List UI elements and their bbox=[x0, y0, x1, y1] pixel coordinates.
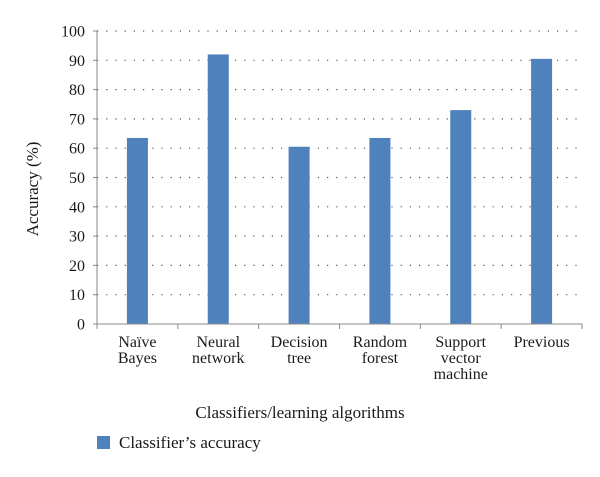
bar bbox=[369, 137, 391, 324]
bar bbox=[531, 58, 553, 325]
y-tick-labels: 0 10 20 30 40 50 60 70 80 90 100 bbox=[61, 24, 97, 334]
y-tick-label: 50 bbox=[69, 170, 85, 187]
y-tick-label: 20 bbox=[69, 258, 85, 275]
x-category-label: Decision tree bbox=[271, 334, 328, 367]
bar bbox=[450, 110, 472, 324]
y-axis-title: Accuracy (%) bbox=[23, 142, 42, 237]
legend-swatch bbox=[97, 436, 110, 449]
y-tick-label: 100 bbox=[61, 24, 85, 41]
y-tick-label: 70 bbox=[69, 111, 85, 128]
bar bbox=[207, 54, 229, 324]
y-tick-label: 90 bbox=[69, 53, 85, 70]
y-tick-label: 30 bbox=[69, 229, 85, 246]
x-category-labels: Naïve Bayes Neural network Decision tree Rando… bbox=[118, 334, 570, 383]
y-tick-label: 40 bbox=[69, 199, 85, 216]
y-tick-label: 10 bbox=[69, 287, 85, 304]
legend-label: Classifier’s accuracy bbox=[119, 433, 261, 452]
bar bbox=[288, 146, 310, 324]
legend: Classifier’s accuracy bbox=[97, 433, 261, 452]
bar bbox=[126, 137, 148, 324]
x-category-label: Neural network bbox=[192, 334, 244, 367]
x-category-label: Support vector machine bbox=[434, 334, 488, 383]
gridlines bbox=[97, 30, 582, 296]
x-category-label: Naïve Bayes bbox=[118, 334, 157, 367]
y-tick-label: 60 bbox=[69, 141, 85, 158]
bars bbox=[96, 54, 583, 329]
x-axis-title: Classifiers/learning algorithms bbox=[195, 403, 404, 422]
x-category-label: Random forest bbox=[353, 334, 408, 367]
y-tick-label: 0 bbox=[77, 317, 85, 334]
y-tick-label: 80 bbox=[69, 82, 85, 99]
x-category-label: Previous bbox=[514, 334, 570, 351]
